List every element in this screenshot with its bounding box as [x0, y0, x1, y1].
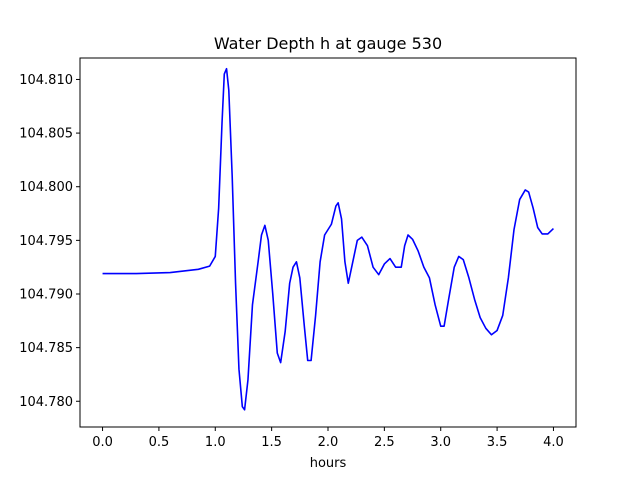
- x-tick-label: 1.0: [205, 435, 226, 450]
- y-tick-label: 104.800: [19, 180, 73, 195]
- axes-frame: [79, 57, 577, 428]
- y-tick-label: 104.810: [19, 73, 73, 88]
- plot-area: [102, 67, 555, 411]
- x-tick-label: 4.0: [543, 435, 564, 450]
- y-axis: 104.780 104.785 104.790 104.795 104.800 104.8…: [19, 73, 80, 410]
- series-line-0: [102, 67, 555, 411]
- y-tick-label: 104.785: [19, 341, 73, 356]
- y-tick-label: 104.790: [19, 287, 73, 302]
- x-axis: 0.0 0.5 1.0 1.5 2.0 2.5 3.0 3.5 4.0: [92, 427, 564, 450]
- x-tick-label: 3.5: [487, 435, 508, 450]
- x-tick-label: 2.5: [374, 435, 395, 450]
- y-tick-label: 104.780: [19, 395, 73, 410]
- chart-title: Water Depth h at gauge 530: [214, 34, 442, 53]
- x-tick-label: 0.5: [149, 435, 170, 450]
- x-axis-label: hours: [310, 456, 347, 471]
- y-tick-label: 104.805: [19, 127, 73, 142]
- x-tick-label: 3.0: [430, 435, 451, 450]
- y-tick-label: 104.795: [19, 234, 73, 249]
- x-tick-label: 0.0: [92, 435, 113, 450]
- x-tick-label: 2.0: [318, 435, 339, 450]
- x-tick-label: 1.5: [261, 435, 282, 450]
